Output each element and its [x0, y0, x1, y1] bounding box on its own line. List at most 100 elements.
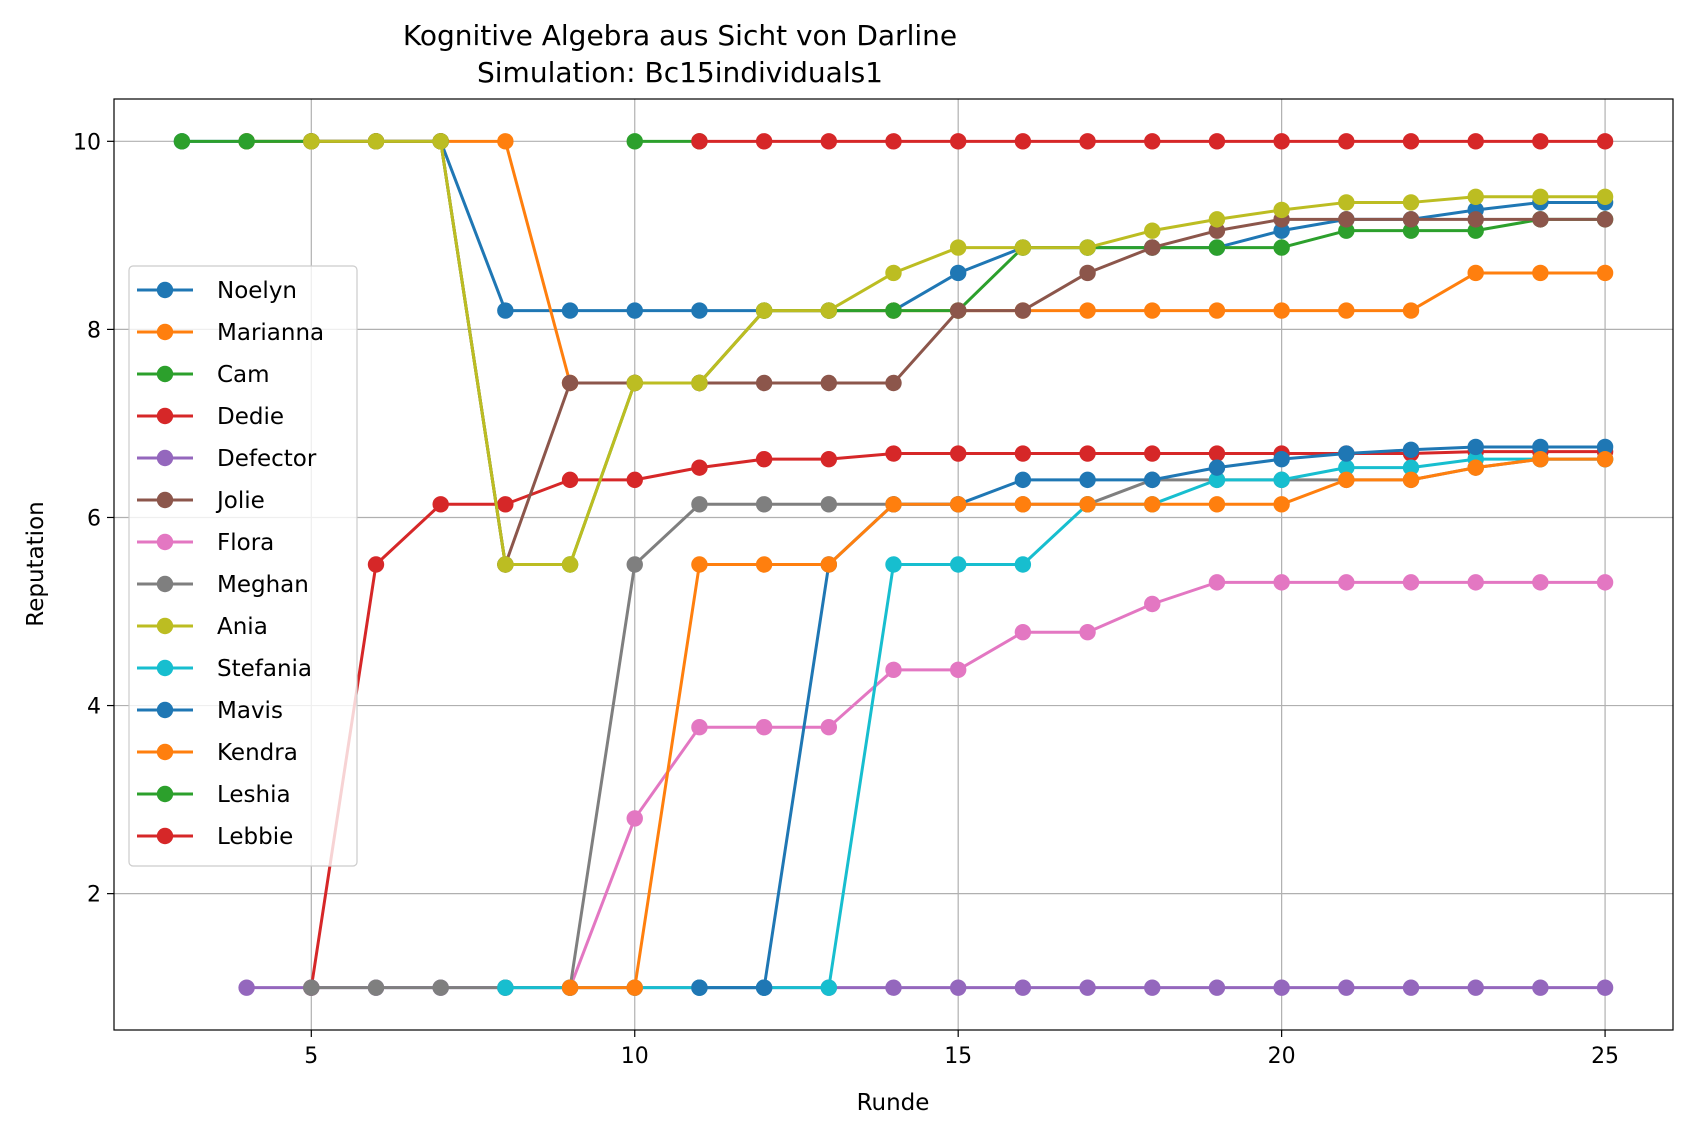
data-point — [1402, 211, 1420, 228]
legend-label: Jolie — [215, 488, 265, 514]
data-point — [1596, 438, 1614, 456]
data-point — [367, 133, 385, 150]
data-point — [497, 979, 514, 996]
data-point — [1467, 979, 1484, 996]
data-point — [1208, 471, 1226, 489]
legend-item: Lebbie — [137, 824, 293, 850]
legend-item: Flora — [137, 530, 274, 556]
legend: Noelyn Marianna Cam Dedie Defector Jolie Flora… — [128, 265, 358, 867]
legend-label: Leshia — [217, 782, 291, 808]
legend-label: Mavis — [217, 698, 283, 724]
y-axis-label: Reputation — [23, 501, 49, 626]
legend-item: Kendra — [137, 740, 298, 766]
data-point — [691, 496, 708, 513]
y-tick-label: 10 — [73, 130, 101, 155]
data-point — [303, 979, 320, 996]
data-point — [303, 133, 320, 150]
series-line — [505, 457, 1606, 990]
data-point — [885, 302, 902, 319]
data-point — [1079, 445, 1096, 462]
data-point — [1273, 496, 1290, 513]
legend-swatch-marker — [156, 743, 174, 761]
data-point — [1532, 133, 1549, 150]
data-point — [1208, 222, 1226, 239]
series-kendra — [561, 450, 1614, 996]
data-point — [626, 556, 643, 573]
data-point — [1532, 264, 1549, 282]
data-point — [755, 496, 773, 513]
data-point — [1402, 222, 1420, 239]
data-point — [691, 374, 708, 392]
data-point — [626, 810, 643, 827]
data-point — [820, 450, 838, 468]
data-point — [1596, 979, 1614, 996]
data-point — [1402, 441, 1420, 458]
data-point — [367, 556, 385, 573]
x-tick-label: 5 — [304, 1044, 318, 1069]
legend-label: Kendra — [217, 740, 298, 766]
data-point — [885, 556, 902, 573]
data-point — [691, 556, 708, 573]
legend-swatch-marker — [156, 701, 174, 719]
legend-swatch-marker — [156, 491, 174, 509]
data-point — [949, 133, 967, 150]
data-point — [1144, 222, 1161, 239]
legend-label: Dedie — [217, 404, 284, 430]
plot-frame — [113, 98, 1674, 1031]
legend-swatch-marker — [156, 449, 174, 467]
data-point — [238, 979, 255, 996]
legend-swatch-marker — [156, 827, 174, 845]
legend-item: Meghan — [137, 572, 309, 598]
data-point — [1596, 133, 1614, 150]
data-point — [885, 133, 902, 150]
data-point — [1338, 445, 1355, 462]
data-point — [1467, 459, 1484, 476]
data-point — [949, 445, 967, 462]
data-point — [885, 374, 902, 392]
data-point — [1467, 222, 1484, 239]
data-point — [1273, 222, 1290, 239]
data-point — [1402, 574, 1420, 591]
data-point — [885, 496, 902, 513]
data-point — [1532, 211, 1549, 228]
data-point — [691, 459, 708, 476]
data-point — [1402, 979, 1420, 996]
x-tick-label: 10 — [621, 1044, 649, 1069]
series-ania — [303, 133, 1614, 573]
legend-item: Mavis — [137, 698, 283, 724]
data-point — [1338, 211, 1355, 228]
data-point — [1014, 302, 1032, 319]
data-point — [561, 302, 579, 319]
data-point — [1079, 264, 1096, 282]
legend-item: Cam — [137, 362, 270, 388]
data-point — [1273, 302, 1290, 319]
data-point — [1532, 979, 1549, 996]
legend-swatch-marker — [156, 785, 174, 803]
data-point — [1144, 595, 1161, 613]
data-point — [1144, 496, 1161, 513]
data-point — [1208, 302, 1226, 319]
data-point — [1273, 450, 1290, 468]
data-point — [1014, 556, 1032, 573]
legend-item: Ania — [137, 614, 268, 640]
data-point — [1532, 438, 1549, 456]
data-point — [1208, 979, 1226, 996]
data-point — [497, 496, 514, 513]
data-point — [1338, 222, 1355, 239]
data-point — [755, 302, 773, 319]
axis-ticks: 5 10 15 20 25 2 4 6 8 10 — [73, 130, 1619, 1069]
data-point — [1144, 239, 1161, 256]
data-point — [1273, 574, 1290, 591]
data-point — [691, 718, 708, 736]
data-point — [1402, 302, 1420, 319]
data-point — [820, 374, 838, 392]
data-point — [561, 374, 579, 392]
data-point — [626, 374, 643, 392]
data-point — [755, 556, 773, 573]
data-point — [497, 302, 514, 319]
data-point — [1144, 979, 1161, 996]
data-point — [1208, 496, 1226, 513]
data-point — [1079, 979, 1096, 996]
legend-label: Marianna — [217, 320, 324, 346]
